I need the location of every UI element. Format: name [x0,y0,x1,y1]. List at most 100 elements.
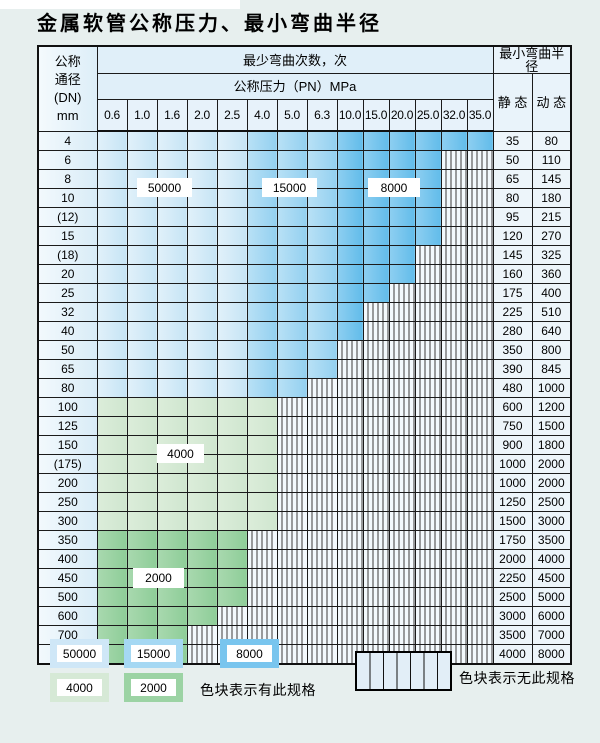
no-spec-cell [306,454,338,474]
static-radius-cell: 160 [492,264,533,284]
table-row: 4 35 80 [37,130,572,151]
spec-cell [156,473,188,493]
no-spec-cell [414,340,442,360]
dynamic-radius-cell: 800 [531,340,572,360]
spec-cell [440,130,468,151]
no-spec-cell [466,378,494,398]
no-spec-cell [388,321,416,341]
spec-cell [306,340,338,360]
pressure-cycle-table-wrap: 公称 通径 (DN) mm 最少弯曲次数，次 最小弯曲半径 公称压力（PN）MP… [37,45,573,665]
spec-cell [466,130,494,151]
spec-cell [216,397,248,417]
spec-cell [336,169,364,189]
no-spec-cell [466,606,494,626]
spec-cell [96,492,128,512]
no-spec-cell [336,492,364,512]
spec-cell [276,359,308,379]
spec-cell [276,130,308,151]
no-spec-cell [388,435,416,455]
static-column-header: 静 态 [492,73,533,132]
spec-cell [126,549,158,569]
min-bend-radius-header: 最小弯曲半径 [492,45,572,74]
spec-cell [336,283,364,303]
spec-cell [246,492,278,512]
dynamic-radius-cell: 110 [531,150,572,170]
spec-cell [246,302,278,322]
table-row: 700 3500 7000 [37,625,572,645]
spec-cell [246,226,278,246]
spec-cell [246,207,278,227]
no-spec-cell [362,302,390,322]
dn-cell: 200 [37,473,98,493]
no-spec-cell [336,473,364,493]
no-spec-cell [440,245,468,265]
no-spec-cell [306,473,338,493]
no-spec-cell [276,473,308,493]
spec-cell [186,473,218,493]
no-spec-cell [440,606,468,626]
table-row: 40 280 640 [37,321,572,341]
spec-cell [306,226,338,246]
dn-cell: 100 [37,397,98,417]
legend-swatch-label: 15000 [131,645,176,662]
no-spec-cell [336,416,364,436]
spec-cell [276,150,308,170]
no-spec-cell [336,530,364,550]
spec-cell [246,264,278,284]
no-spec-cell [440,435,468,455]
spec-cell [96,188,128,208]
spec-cell [126,606,158,626]
table-row: 400 2000 4000 [37,549,572,569]
spec-cell [362,226,390,246]
spec-cell [276,340,308,360]
spec-cell [246,511,278,531]
spec-cell [216,302,248,322]
dn-cell: 450 [37,568,98,588]
no-spec-cell [388,473,416,493]
static-radius-cell: 175 [492,283,533,303]
spec-cell [388,150,416,170]
no-spec-cell [336,378,364,398]
no-spec-cell [414,435,442,455]
table-row: (18) 145 325 [37,245,572,265]
zone-label-8000: 8000 [368,178,420,197]
no-spec-cell [466,226,494,246]
no-spec-cell [306,568,338,588]
no-spec-cell [276,397,308,417]
spec-cell [306,283,338,303]
spec-cell [186,606,218,626]
zone-label-50000: 50000 [137,178,192,197]
spec-cell [96,549,128,569]
static-radius-cell: 900 [492,435,533,455]
spec-cell [216,226,248,246]
pn-col-header: 0.6 [96,99,128,132]
no-spec-cell [276,549,308,569]
spec-cell [96,587,128,607]
spec-cell [126,473,158,493]
pn-col-header: 2.0 [186,99,218,132]
no-spec-cell [466,587,494,607]
dn-cell: 350 [37,530,98,550]
dn-header-line: mm [56,107,79,123]
static-radius-cell: 1500 [492,511,533,531]
spec-cell [388,207,416,227]
spec-cell [216,530,248,550]
no-spec-cell [440,378,468,398]
spec-cell [388,264,416,284]
static-radius-cell: 1750 [492,530,533,550]
spec-cell [126,435,158,455]
no-spec-cell [362,473,390,493]
no-spec-cell [414,492,442,512]
dynamic-radius-cell: 510 [531,302,572,322]
no-spec-cell [388,549,416,569]
spec-cell [96,378,128,398]
pn-col-header: 10.0 [336,99,364,132]
spec-cell [362,207,390,227]
spec-cell [336,188,364,208]
no-spec-cell [306,587,338,607]
spec-cell [414,188,442,208]
legend-swatch-50000: 50000 [50,639,109,668]
no-spec-cell [466,283,494,303]
static-radius-cell: 120 [492,226,533,246]
spec-cell [246,378,278,398]
